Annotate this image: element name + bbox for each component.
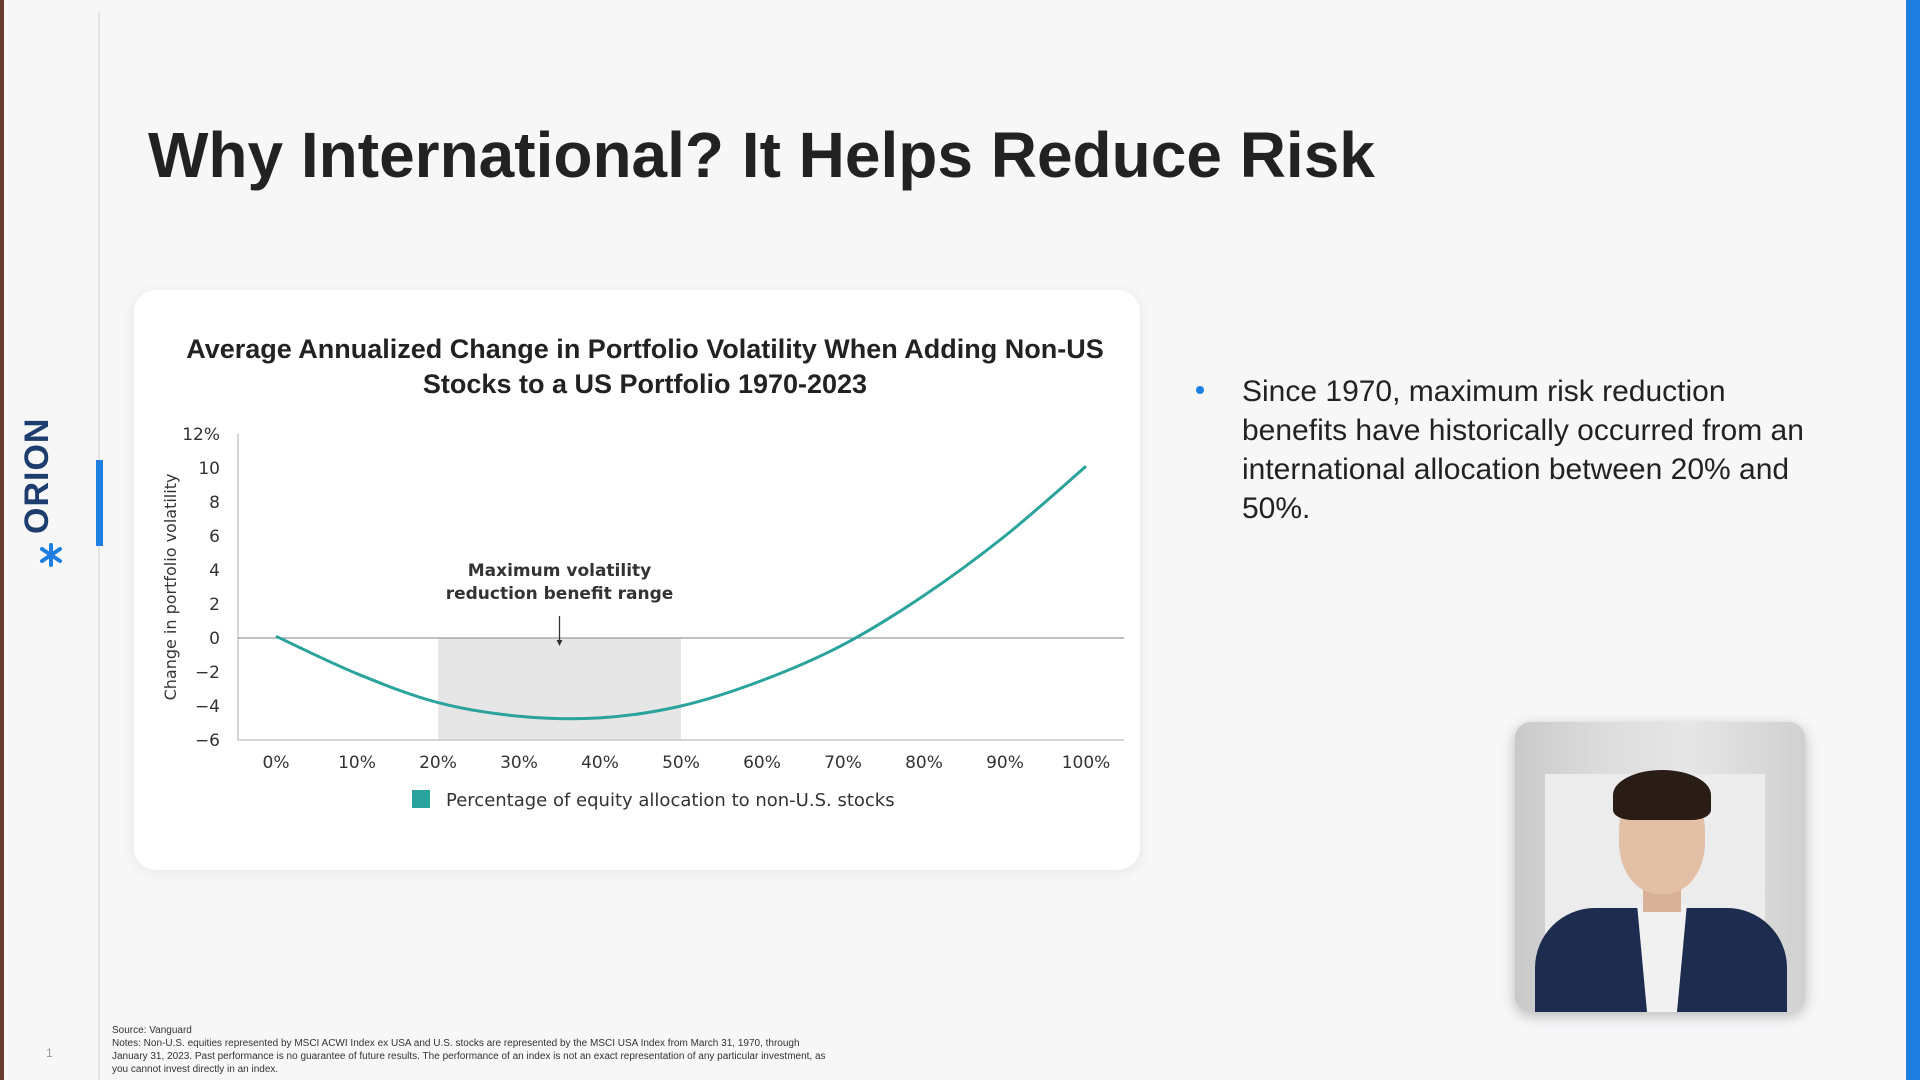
y-axis-title: Change in portfolio volatility xyxy=(161,474,180,701)
x-tick-label: 100% xyxy=(1062,753,1111,773)
y-tick-label: −6 xyxy=(195,731,220,751)
page-number: 1 xyxy=(46,1046,53,1060)
bullet-text: Since 1970, maximum risk reduction benef… xyxy=(1242,375,1804,525)
annotation-arrow-head xyxy=(556,640,563,646)
annotation-line-2: reduction benefit range xyxy=(446,584,674,604)
presenter-video xyxy=(1515,722,1805,1012)
footnote-notes: Notes: Non-U.S. equities represented by … xyxy=(112,1038,826,1075)
active-slide-indicator xyxy=(96,460,103,546)
footnote: Source: Vanguard Notes: Non-U.S. equitie… xyxy=(112,1024,832,1076)
x-tick-label: 0% xyxy=(263,753,290,773)
y-tick-label: 6 xyxy=(209,527,220,547)
benefit-range-shade xyxy=(438,638,681,740)
legend-swatch xyxy=(412,790,430,808)
presenter-hair xyxy=(1613,770,1711,820)
x-tick-label: 30% xyxy=(500,753,538,773)
bullet-item: Since 1970, maximum risk reduction benef… xyxy=(1196,372,1836,528)
y-tick-label: −2 xyxy=(195,663,220,683)
chart-title: Average Annualized Change in Portfolio V… xyxy=(186,334,1104,399)
footnote-source: Source: Vanguard xyxy=(112,1025,192,1036)
right-edge-accent xyxy=(1906,0,1920,1080)
presenter-shirt xyxy=(1637,904,1687,1012)
left-edge-accent xyxy=(0,0,4,1080)
x-tick-label: 50% xyxy=(662,753,700,773)
y-tick-label: −4 xyxy=(195,697,220,717)
chart-card xyxy=(134,290,1140,870)
series-line xyxy=(275,465,1087,721)
y-tick-label: 4 xyxy=(209,561,220,581)
x-tick-label: 60% xyxy=(743,753,781,773)
volatility-line-chart: 12% 10 8 6 4 2 0 −2 −4 −6 0% 10% 20% 30% 40% 50% 60% 70% 8… xyxy=(161,425,1124,811)
y-tick-label: 0 xyxy=(209,629,220,649)
sidebar-divider xyxy=(98,12,100,1080)
y-tick-label: 8 xyxy=(209,493,220,513)
y-tick-label: 10 xyxy=(198,459,220,479)
y-tick-label: 12% xyxy=(182,425,220,445)
bullet-dot-icon xyxy=(1196,386,1204,394)
orion-logo-icon xyxy=(40,543,62,567)
x-tick-label: 90% xyxy=(986,753,1024,773)
x-tick-label: 70% xyxy=(824,753,862,773)
x-tick-label: 40% xyxy=(581,753,619,773)
x-tick-label: 20% xyxy=(419,753,457,773)
annotation-line-1: Maximum volatility xyxy=(468,561,652,581)
x-tick-label: 80% xyxy=(905,753,943,773)
legend-label: Percentage of equity allocation to non-U… xyxy=(446,790,895,811)
y-tick-label: 2 xyxy=(209,595,220,615)
slide-title: Why International? It Helps Reduce Risk xyxy=(148,119,1375,191)
logo-wordmark: ORION xyxy=(18,417,56,534)
x-tick-label: 10% xyxy=(338,753,376,773)
bullet-list: Since 1970, maximum risk reduction benef… xyxy=(1196,372,1836,528)
